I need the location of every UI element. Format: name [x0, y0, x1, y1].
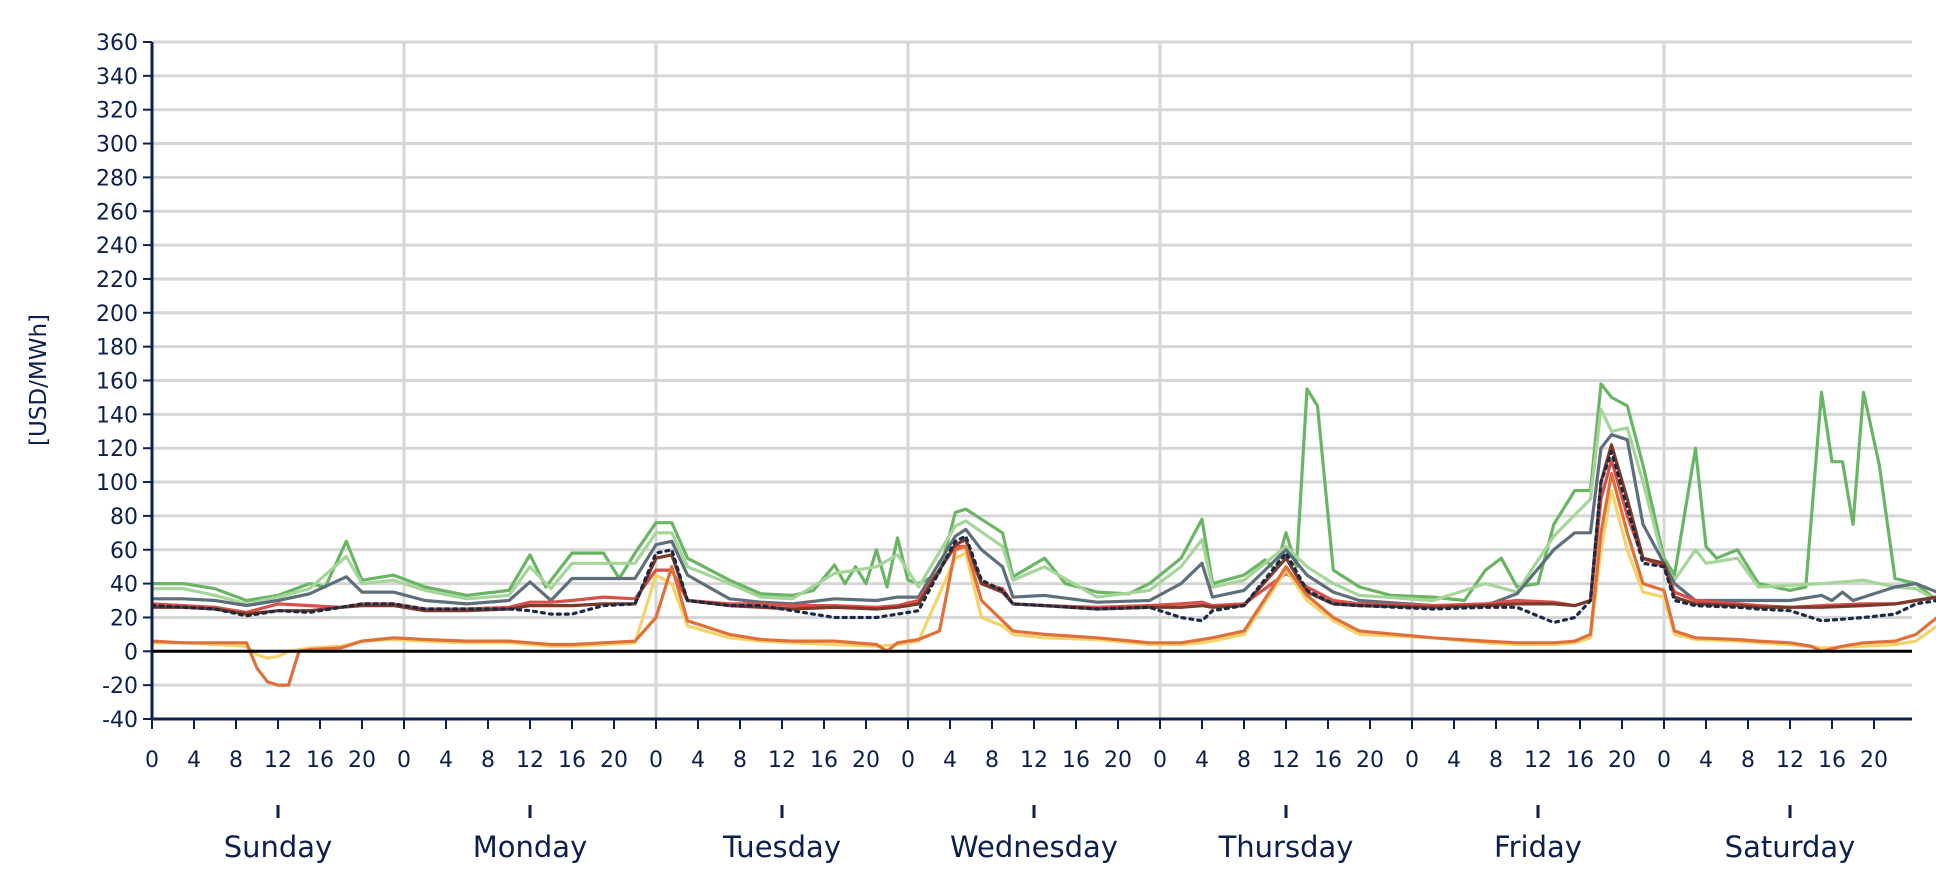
- series-line-2: [150, 407, 1936, 606]
- x-tick-label: 8: [1237, 748, 1251, 773]
- x-tick-label: 4: [1699, 748, 1713, 773]
- x-tick-label: 20: [1104, 748, 1132, 773]
- x-tick-label: 12: [516, 748, 544, 773]
- x-tick-label: 4: [1447, 748, 1461, 773]
- y-tick-label: 60: [110, 539, 138, 564]
- x-tick-label: 8: [733, 748, 747, 773]
- x-tick-label: 12: [1776, 748, 1804, 773]
- y-tick-label: 20: [110, 606, 138, 631]
- y-tick-label: 0: [124, 640, 138, 665]
- x-tick-label: 16: [1566, 748, 1594, 773]
- x-tick-label: 4: [1195, 748, 1209, 773]
- y-tick-label: 200: [96, 302, 138, 327]
- y-tick-label: -20: [102, 674, 138, 699]
- x-tick-label: 20: [1860, 748, 1888, 773]
- x-axis: 0 4 8 12 16 20 Sunday 0 4 8 12 16 20 Monday 0 4 8 12 16 20 T…: [145, 719, 1888, 864]
- y-tick-label: 280: [96, 166, 138, 191]
- x-tick-label: 20: [852, 748, 880, 773]
- y-tick-label: 100: [96, 471, 138, 496]
- x-tick-label: 16: [1314, 748, 1342, 773]
- y-tick-label: 340: [96, 65, 138, 90]
- series-line-3: [150, 433, 1936, 608]
- x-tick-label: 0: [1405, 748, 1419, 773]
- y-tick-label: 220: [96, 268, 138, 293]
- x-tick-label: 0: [1657, 748, 1671, 773]
- day-label: Monday: [473, 830, 588, 864]
- x-tick-label: 4: [691, 748, 705, 773]
- grid: [152, 40, 1912, 719]
- x-tick-label: 0: [901, 748, 915, 773]
- x-tick-label: 4: [439, 748, 453, 773]
- x-tick-label: 20: [348, 748, 376, 773]
- x-tick-label: 16: [1818, 748, 1846, 773]
- y-axis: -40 -20 0 20 40 60 80 100 120 140 160 180 200 220 240 2…: [96, 31, 152, 733]
- series-line-4: [150, 458, 1936, 615]
- x-tick-label: 0: [397, 748, 411, 773]
- x-tick-label: 12: [1524, 748, 1552, 773]
- y-tick-label: -40: [102, 708, 138, 733]
- day-label: Tuesday: [722, 830, 841, 864]
- y-axis-label: [USD/MWh]: [26, 314, 52, 446]
- x-tick-label: 8: [481, 748, 495, 773]
- x-tick-label: 4: [187, 748, 201, 773]
- y-tick-label: 360: [96, 31, 138, 56]
- series-line-6: [150, 450, 1936, 625]
- x-tick-label: 20: [600, 748, 628, 773]
- x-tick-label: 16: [1062, 748, 1090, 773]
- y-tick-label: 320: [96, 99, 138, 124]
- x-tick-label: 12: [1020, 748, 1048, 773]
- day-label: Thursday: [1218, 830, 1354, 864]
- y-tick-label: 120: [96, 437, 138, 462]
- x-tick-label: 20: [1356, 748, 1384, 773]
- y-tick-label: 240: [96, 234, 138, 259]
- x-tick-label: 12: [264, 748, 292, 773]
- x-tick-label: 0: [145, 748, 159, 773]
- x-tick-label: 16: [306, 748, 334, 773]
- x-tick-label: 16: [558, 748, 586, 773]
- x-tick-label: 8: [1489, 748, 1503, 773]
- x-tick-label: 8: [985, 748, 999, 773]
- y-tick-label: 140: [96, 403, 138, 428]
- day-label: Wednesday: [950, 830, 1118, 864]
- x-tick-label: 0: [649, 748, 663, 773]
- y-tick-label: 80: [110, 505, 138, 530]
- x-tick-label: 12: [768, 748, 796, 773]
- x-tick-label: 8: [1741, 748, 1755, 773]
- day-label: Friday: [1494, 830, 1582, 864]
- x-tick-label: 8: [229, 748, 243, 773]
- day-label: Saturday: [1725, 830, 1856, 864]
- x-tick-label: 12: [1272, 748, 1300, 773]
- x-tick-label: 16: [810, 748, 838, 773]
- y-tick-label: 40: [110, 573, 138, 598]
- x-tick-label: 4: [943, 748, 957, 773]
- series-group: [150, 382, 1936, 687]
- y-tick-label: 260: [96, 200, 138, 225]
- series-line-8: [150, 472, 1936, 687]
- series-line-5: [150, 443, 1936, 616]
- series-line-1: [150, 382, 1936, 603]
- y-tick-label: 180: [96, 336, 138, 361]
- x-tick-label: 0: [1153, 748, 1167, 773]
- y-tick-label: 300: [96, 133, 138, 158]
- x-tick-label: 20: [1608, 748, 1636, 773]
- day-label: Sunday: [224, 830, 333, 864]
- axes-frame: [150, 42, 1912, 721]
- y-tick-label: 160: [96, 370, 138, 395]
